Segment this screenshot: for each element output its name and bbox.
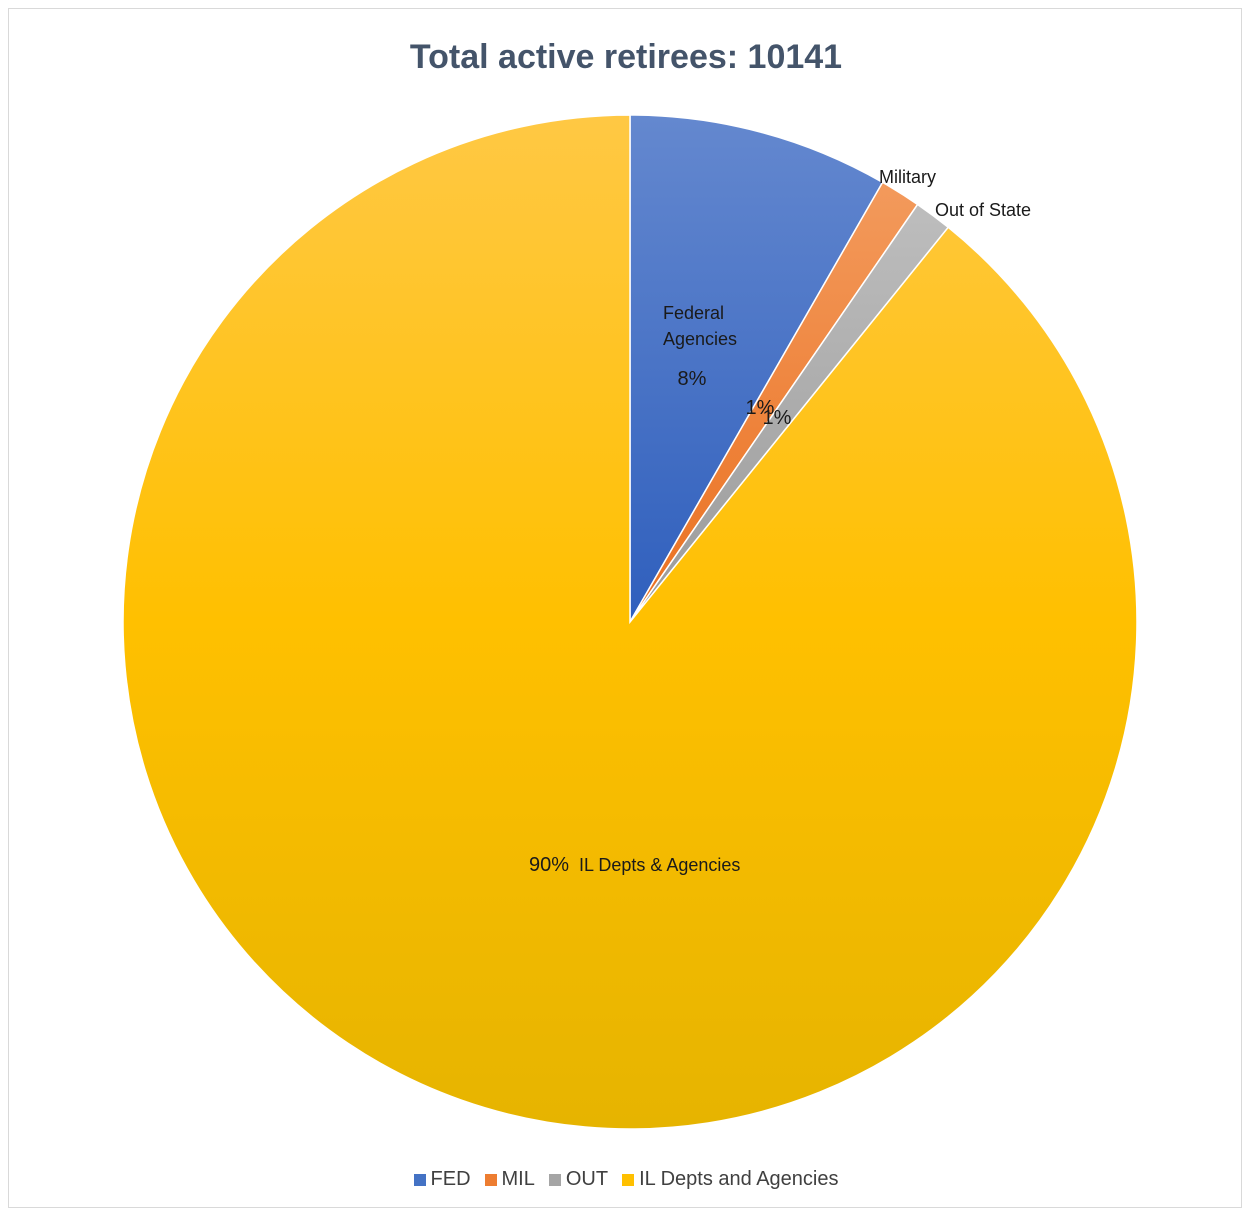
chart-legend: FED MIL OUT IL Depts and Agencies bbox=[0, 1168, 1252, 1191]
pie-slice-fed bbox=[629, 114, 884, 625]
slice-name-label-out: Out of State bbox=[935, 200, 1031, 220]
legend-label-fed: FED bbox=[430, 1168, 471, 1190]
legend-swatch-out bbox=[548, 1173, 561, 1186]
slice-name-label-fed-2: Agencies bbox=[663, 329, 737, 349]
legend-item-mil: MIL bbox=[484, 1168, 535, 1191]
legend-label-mil: MIL bbox=[501, 1168, 535, 1190]
legend-item-il: IL Depts and Agencies bbox=[622, 1168, 838, 1191]
slice-pct-label-fed: 8% bbox=[678, 368, 707, 390]
legend-label-il: IL Depts and Agencies bbox=[639, 1168, 839, 1190]
legend-label-out: OUT bbox=[565, 1168, 609, 1190]
legend-item-out: OUT bbox=[548, 1168, 609, 1191]
legend-swatch-fed bbox=[413, 1173, 426, 1186]
slice-name-label-mil: Military bbox=[879, 167, 936, 187]
slice-pct-label-out: 1% bbox=[763, 407, 792, 429]
legend-swatch-il bbox=[622, 1173, 635, 1186]
slice-name-label-il: IL Depts & Agencies bbox=[579, 855, 740, 875]
legend-swatch-mil bbox=[484, 1173, 497, 1186]
chart-title: Total active retirees: 10141 bbox=[409, 38, 843, 76]
pie-slice-il bbox=[122, 114, 1138, 1130]
slice-name-label-fed-1: Federal bbox=[663, 303, 724, 323]
slice-pct-label-il: 90% bbox=[529, 854, 569, 876]
legend-item-fed: FED bbox=[413, 1168, 471, 1191]
slice-pct-label-mil: 1% bbox=[746, 397, 775, 419]
